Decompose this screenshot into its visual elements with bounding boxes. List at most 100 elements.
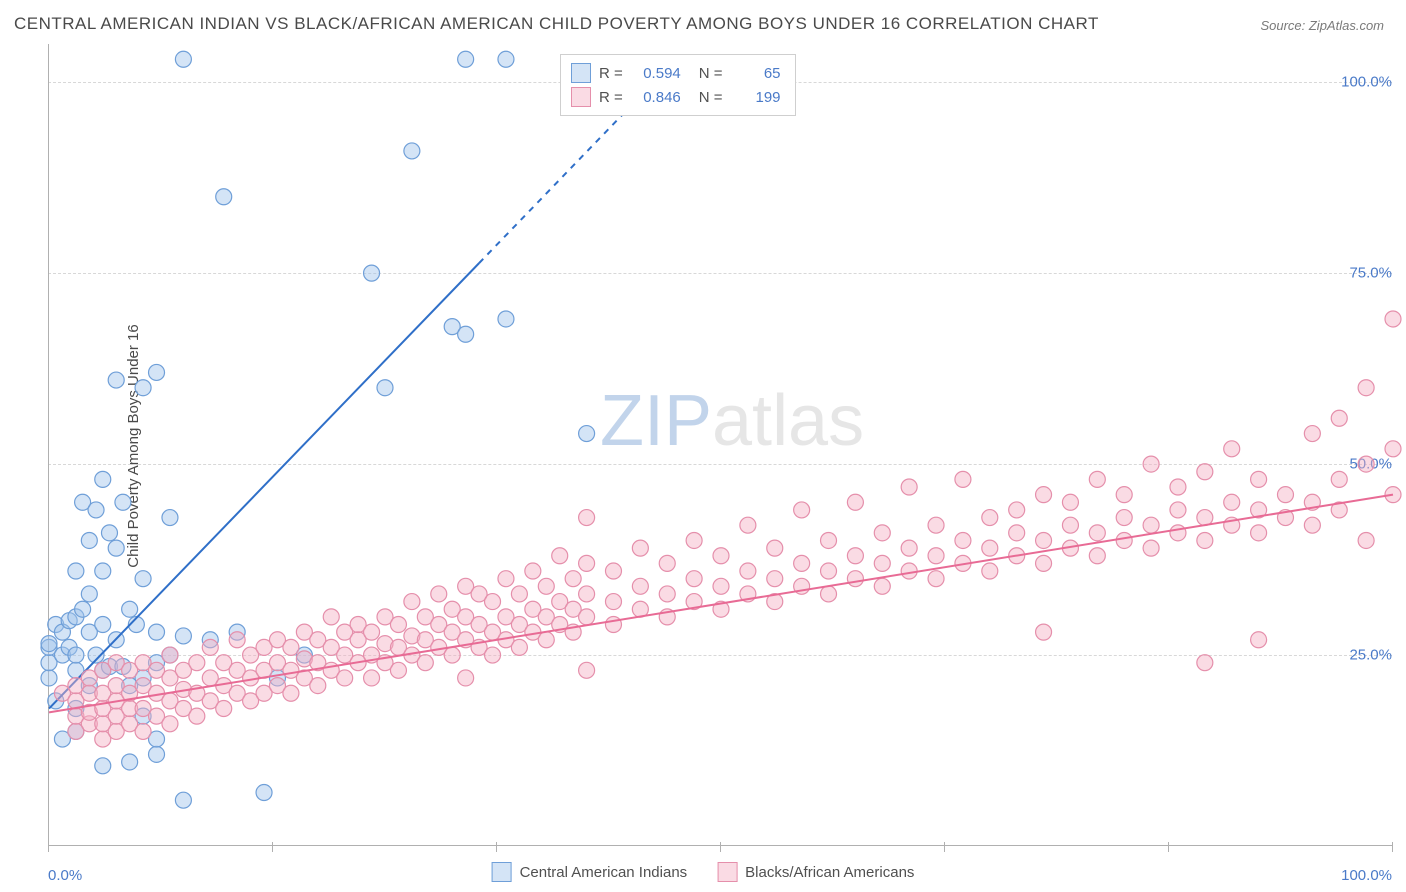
scatter-point — [713, 548, 729, 564]
scatter-point — [525, 563, 541, 579]
scatter-point — [511, 639, 527, 655]
scatter-point — [485, 647, 501, 663]
scatter-point — [1089, 471, 1105, 487]
scatter-point — [1089, 525, 1105, 541]
scatter-point — [928, 517, 944, 533]
scatter-point — [1385, 311, 1401, 327]
scatter-point — [565, 571, 581, 587]
scatter-point — [108, 372, 124, 388]
scatter-point — [579, 555, 595, 571]
x-tick-label: 100.0% — [1341, 867, 1392, 884]
scatter-point — [229, 632, 245, 648]
legend-row-series-0: R = 0.594 N = 65 — [571, 61, 781, 85]
scatter-point — [364, 624, 380, 640]
scatter-point — [41, 670, 57, 686]
scatter-point — [149, 364, 165, 380]
n-value-0: 65 — [731, 65, 781, 82]
scatter-point — [458, 670, 474, 686]
scatter-point — [1251, 471, 1267, 487]
scatter-point — [847, 494, 863, 510]
scatter-point — [68, 647, 84, 663]
scatter-point — [928, 571, 944, 587]
scatter-point — [1116, 487, 1132, 503]
scatter-point — [982, 510, 998, 526]
scatter-point — [713, 578, 729, 594]
scatter-point — [1062, 494, 1078, 510]
scatter-point — [95, 471, 111, 487]
scatter-point — [740, 563, 756, 579]
plot-area — [48, 44, 1392, 846]
scatter-point — [1304, 517, 1320, 533]
scatter-point — [1385, 441, 1401, 457]
scatter-point — [1251, 525, 1267, 541]
legend-swatch-1 — [571, 87, 591, 107]
scatter-point — [175, 628, 191, 644]
scatter-point — [81, 586, 97, 602]
scatter-point — [1358, 532, 1374, 548]
scatter-point — [95, 563, 111, 579]
scatter-point — [1197, 464, 1213, 480]
legend-row-series-1: R = 0.846 N = 199 — [571, 85, 781, 109]
scatter-point — [821, 586, 837, 602]
legend-bottom-swatch-0 — [492, 862, 512, 882]
scatter-point — [659, 555, 675, 571]
n-label: N = — [699, 89, 723, 106]
scatter-point — [135, 380, 151, 396]
scatter-point — [108, 540, 124, 556]
legend-bottom-swatch-1 — [717, 862, 737, 882]
scatter-point — [75, 601, 91, 617]
scatter-point — [1089, 548, 1105, 564]
scatter-point — [1143, 517, 1159, 533]
scatter-point — [115, 494, 131, 510]
scatter-point — [821, 563, 837, 579]
scatter-point — [1009, 502, 1025, 518]
scatter-point — [632, 578, 648, 594]
legend-swatch-0 — [571, 63, 591, 83]
scatter-point — [1116, 532, 1132, 548]
scatter-point — [175, 51, 191, 67]
scatter-point — [794, 502, 810, 518]
scatter-point — [202, 639, 218, 655]
x-tick-label: 0.0% — [48, 867, 82, 884]
scatter-point — [1224, 441, 1240, 457]
scatter-point — [256, 785, 272, 801]
scatter-point — [68, 563, 84, 579]
legend-label-0: Central American Indians — [520, 864, 688, 881]
scatter-point — [1036, 487, 1052, 503]
scatter-point — [1277, 487, 1293, 503]
scatter-point — [955, 532, 971, 548]
scatter-point — [498, 571, 514, 587]
trend-line — [49, 495, 1393, 713]
scatter-point — [1036, 624, 1052, 640]
scatter-point — [579, 510, 595, 526]
scatter-point — [538, 632, 554, 648]
scatter-point — [605, 616, 621, 632]
scatter-point — [404, 143, 420, 159]
legend-item-0: Central American Indians — [492, 862, 688, 882]
n-value-1: 199 — [731, 89, 781, 106]
scatter-point — [1331, 471, 1347, 487]
scatter-point — [364, 265, 380, 281]
scatter-point — [955, 471, 971, 487]
scatter-point — [216, 189, 232, 205]
scatter-point — [95, 616, 111, 632]
scatter-point — [1170, 479, 1186, 495]
scatter-point — [767, 571, 783, 587]
chart-title: CENTRAL AMERICAN INDIAN VS BLACK/AFRICAN… — [14, 14, 1099, 34]
scatter-point — [767, 540, 783, 556]
scatter-point — [740, 517, 756, 533]
scatter-point — [444, 647, 460, 663]
scatter-point — [404, 594, 420, 610]
scatter-point — [511, 586, 527, 602]
scatter-point — [1358, 380, 1374, 396]
scatter-point — [162, 647, 178, 663]
scatter-point — [1116, 510, 1132, 526]
scatter-point — [101, 525, 117, 541]
scatter-point — [686, 571, 702, 587]
scatter-point — [928, 548, 944, 564]
scatter-point — [1143, 456, 1159, 472]
scatter-point — [1197, 532, 1213, 548]
scatter-point — [310, 678, 326, 694]
scatter-point — [1009, 525, 1025, 541]
scatter-point — [135, 723, 151, 739]
